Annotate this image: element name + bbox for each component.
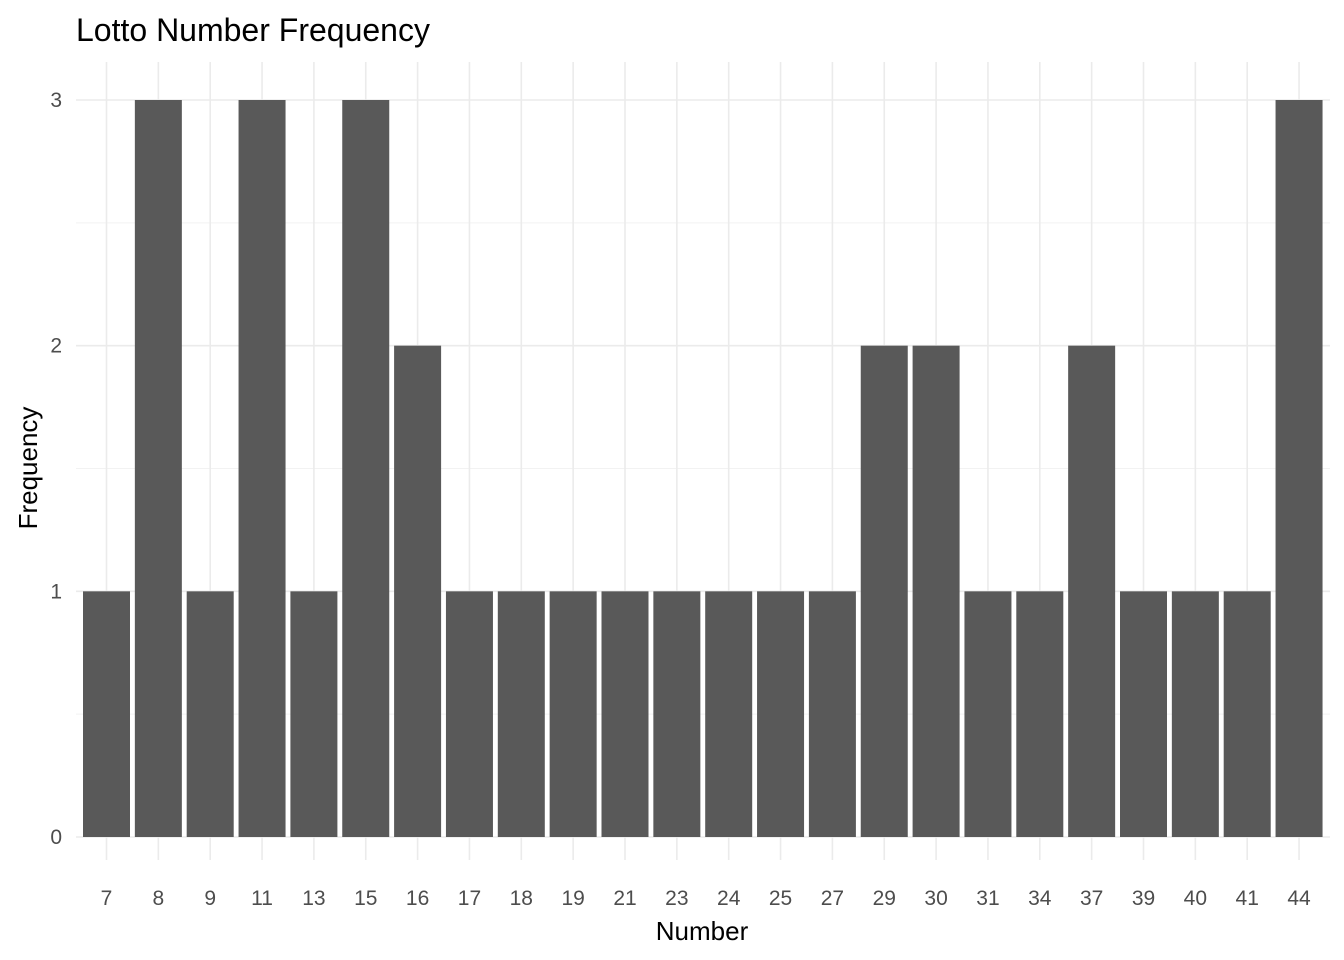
bar-29 (860, 345, 908, 837)
x-tick-label: 27 (821, 887, 844, 910)
x-tick-label: 21 (613, 887, 636, 910)
x-tick-label: 8 (153, 887, 165, 910)
x-tick-label: 25 (769, 887, 792, 910)
bar-37 (1068, 345, 1116, 837)
y-axis-title: Frequency (13, 407, 43, 530)
bar-24 (705, 591, 753, 837)
bar-7 (83, 591, 130, 837)
x-tick-label: 15 (354, 887, 377, 910)
bar-23 (653, 591, 701, 837)
chart-title: Lotto Number Frequency (76, 12, 430, 48)
bar-11 (238, 100, 286, 837)
x-tick-label: 39 (1132, 887, 1155, 910)
bar-16 (394, 345, 442, 837)
y-tick-label: 0 (50, 826, 62, 849)
x-tick-label: 44 (1287, 887, 1311, 910)
x-tick-label: 9 (204, 887, 216, 910)
x-tick-label: 41 (1236, 887, 1259, 910)
x-tick-label: 17 (458, 887, 481, 910)
bar-21 (601, 591, 649, 837)
x-axis-title: Number (656, 916, 749, 946)
x-tick-label: 16 (406, 887, 429, 910)
x-tick-label: 19 (561, 887, 584, 910)
x-tick-label: 29 (873, 887, 896, 910)
x-tick-label: 30 (924, 887, 947, 910)
x-tick-label: 34 (1028, 887, 1052, 910)
y-tick-label: 2 (50, 335, 62, 358)
x-tick-label: 7 (101, 887, 113, 910)
bar-18 (497, 591, 545, 837)
x-tick-label: 40 (1184, 887, 1207, 910)
x-tick-label: 18 (510, 887, 533, 910)
y-tick-label: 3 (50, 89, 62, 112)
x-tick-labels: 7 8 9 11 13 15 16 17 18 19 21 23 24 25 27 29 30 31 34 37 39 4… (101, 887, 1311, 910)
y-tick-labels: 0 1 2 3 (50, 89, 62, 849)
bar-34 (1016, 591, 1064, 837)
bar-9 (186, 591, 234, 837)
bar-30 (912, 345, 960, 837)
bar-13 (290, 591, 338, 837)
bar-39 (1120, 591, 1167, 837)
x-tick-label: 31 (976, 887, 999, 910)
bar-8 (134, 100, 182, 837)
bar-41 (1223, 591, 1271, 837)
x-tick-label: 13 (302, 887, 325, 910)
x-tick-label: 24 (717, 887, 741, 910)
bar-27 (808, 591, 856, 837)
bar-15 (342, 100, 390, 837)
bar-40 (1171, 591, 1219, 837)
x-tick-label: 23 (665, 887, 688, 910)
bar-25 (757, 591, 805, 837)
bar-31 (964, 591, 1012, 837)
y-tick-label: 1 (50, 580, 62, 603)
x-tick-label: 11 (251, 887, 273, 910)
bar-44 (1275, 100, 1323, 837)
x-tick-label: 37 (1080, 887, 1103, 910)
bar-19 (549, 591, 597, 837)
bars (83, 100, 1323, 837)
bar-17 (445, 591, 493, 837)
